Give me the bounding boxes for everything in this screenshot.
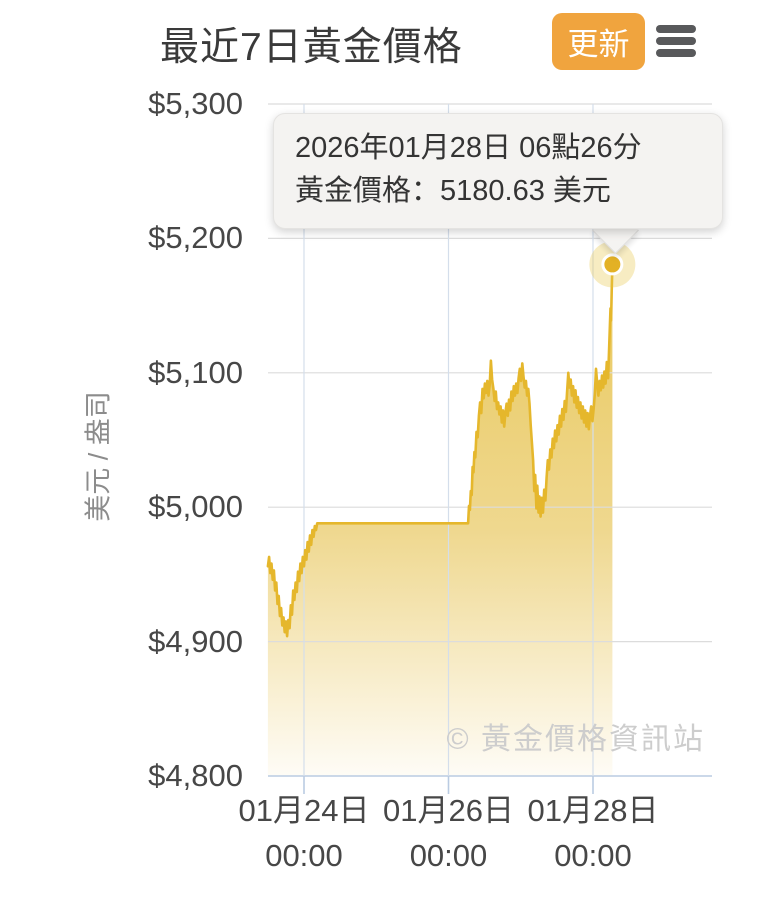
- y-tick-label: $5,000: [148, 489, 243, 525]
- y-tick-label: $4,900: [148, 623, 243, 659]
- x-tick-time: 00:00: [554, 838, 632, 873]
- y-tick-label: $5,200: [148, 220, 243, 256]
- refresh-button[interactable]: 更新: [552, 13, 645, 70]
- watermark: © 黃金價格資訊站: [446, 723, 705, 756]
- tooltip-date: 2026年01月28日 06點26分: [295, 132, 642, 164]
- y-tick-label: $5,100: [148, 354, 243, 390]
- y-axis-title: 美元 / 盎司: [83, 391, 114, 522]
- x-tick-time: 00:00: [409, 838, 488, 873]
- hamburger-menu-icon[interactable]: [656, 25, 696, 58]
- marker-dot: [601, 253, 624, 276]
- price-line: [266, 263, 614, 638]
- x-tick-label: 01月26日 00:00: [343, 788, 553, 878]
- y-tick-label: $5,300: [148, 86, 243, 121]
- x-tick-date: 01月24日: [238, 793, 370, 828]
- x-tick-date: 01月26日: [383, 793, 514, 828]
- x-tick-date: 01月28日: [527, 793, 659, 828]
- x-tick-time: 00:00: [265, 838, 343, 873]
- x-tick-label: 01月24日 00:00: [199, 788, 409, 878]
- page-title: 最近7日黃金價格: [160, 26, 463, 69]
- x-tick-label: 01月28日 00:00: [488, 788, 698, 878]
- tooltip-price: 黃金價格：5180.63 美元: [295, 175, 611, 207]
- y-tick-label: $4,800: [148, 758, 243, 793]
- tooltip: 2026年01月28日 06點26分 黃金價格：5180.63 美元: [273, 113, 723, 229]
- area-fill: [267, 264, 613, 776]
